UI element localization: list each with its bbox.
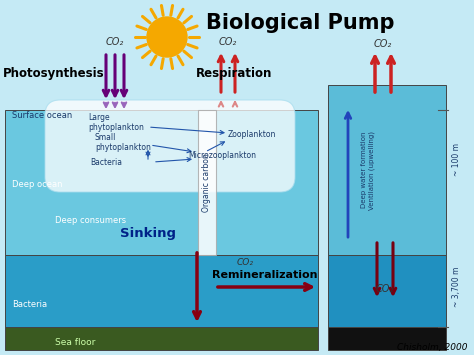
Text: Biological Pump: Biological Pump — [206, 13, 394, 33]
Text: Photosynthesis: Photosynthesis — [3, 67, 105, 80]
Text: Deep ocean: Deep ocean — [12, 180, 63, 189]
Circle shape — [147, 17, 187, 57]
Text: Remineralization: Remineralization — [212, 270, 318, 280]
Text: Deep consumers: Deep consumers — [55, 216, 126, 225]
Text: Sinking: Sinking — [120, 227, 176, 240]
Bar — [5, 110, 318, 255]
Text: CO₂: CO₂ — [106, 37, 124, 47]
Text: Large
phytoplankton: Large phytoplankton — [88, 113, 144, 132]
FancyBboxPatch shape — [45, 100, 295, 192]
Text: Chisholm, 2000: Chisholm, 2000 — [398, 343, 468, 352]
Text: Bacteria: Bacteria — [12, 300, 47, 309]
Bar — [5, 255, 318, 327]
Text: Respiration: Respiration — [196, 67, 273, 80]
Text: Surface ocean: Surface ocean — [12, 111, 72, 120]
Text: CO₂: CO₂ — [374, 39, 392, 49]
Text: Zooplankton: Zooplankton — [228, 130, 276, 139]
Text: CO₂: CO₂ — [219, 37, 237, 47]
Bar — [328, 327, 446, 350]
Text: ~ 100 m: ~ 100 m — [452, 143, 461, 176]
Text: Organic carbon: Organic carbon — [202, 154, 211, 212]
Text: Deep water formation
Ventilation (upwelling): Deep water formation Ventilation (upwell… — [361, 131, 375, 209]
Text: Microzooplankton: Microzooplankton — [188, 151, 256, 160]
Text: CO₂: CO₂ — [237, 258, 254, 267]
Text: ~ 3,700 m: ~ 3,700 m — [452, 267, 461, 307]
Text: Sea floor: Sea floor — [55, 338, 95, 347]
Text: CO₂: CO₂ — [376, 284, 394, 294]
Text: Small
phytoplankton: Small phytoplankton — [95, 133, 151, 152]
Text: Bacteria: Bacteria — [90, 158, 122, 167]
Bar — [5, 327, 318, 350]
Bar — [328, 255, 446, 327]
Bar — [198, 110, 216, 255]
Bar — [328, 85, 446, 255]
